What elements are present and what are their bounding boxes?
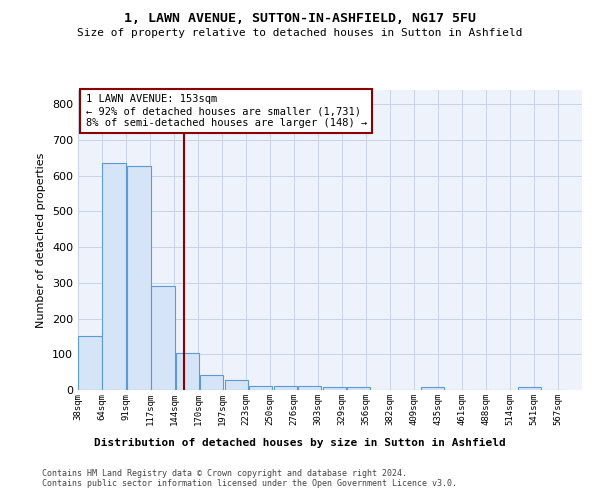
Text: 1 LAWN AVENUE: 153sqm
← 92% of detached houses are smaller (1,731)
8% of semi-de: 1 LAWN AVENUE: 153sqm ← 92% of detached …: [86, 94, 367, 128]
Bar: [249, 386, 272, 390]
Bar: [518, 387, 541, 390]
Text: 1, LAWN AVENUE, SUTTON-IN-ASHFIELD, NG17 5FU: 1, LAWN AVENUE, SUTTON-IN-ASHFIELD, NG17…: [124, 12, 476, 26]
Bar: [274, 386, 298, 390]
Bar: [200, 375, 223, 390]
Text: Distribution of detached houses by size in Sutton in Ashfield: Distribution of detached houses by size …: [94, 438, 506, 448]
Bar: [79, 336, 101, 390]
Bar: [225, 380, 248, 390]
Text: Contains HM Land Registry data © Crown copyright and database right 2024.: Contains HM Land Registry data © Crown c…: [42, 468, 407, 477]
Bar: [103, 163, 125, 390]
Text: Size of property relative to detached houses in Sutton in Ashfield: Size of property relative to detached ho…: [77, 28, 523, 38]
Bar: [323, 387, 346, 390]
Bar: [421, 387, 444, 390]
Bar: [127, 166, 151, 390]
Text: Contains public sector information licensed under the Open Government Licence v3: Contains public sector information licen…: [42, 478, 457, 488]
Bar: [176, 353, 199, 390]
Bar: [151, 286, 175, 390]
Bar: [347, 387, 370, 390]
Y-axis label: Number of detached properties: Number of detached properties: [37, 152, 46, 328]
Bar: [298, 386, 322, 390]
